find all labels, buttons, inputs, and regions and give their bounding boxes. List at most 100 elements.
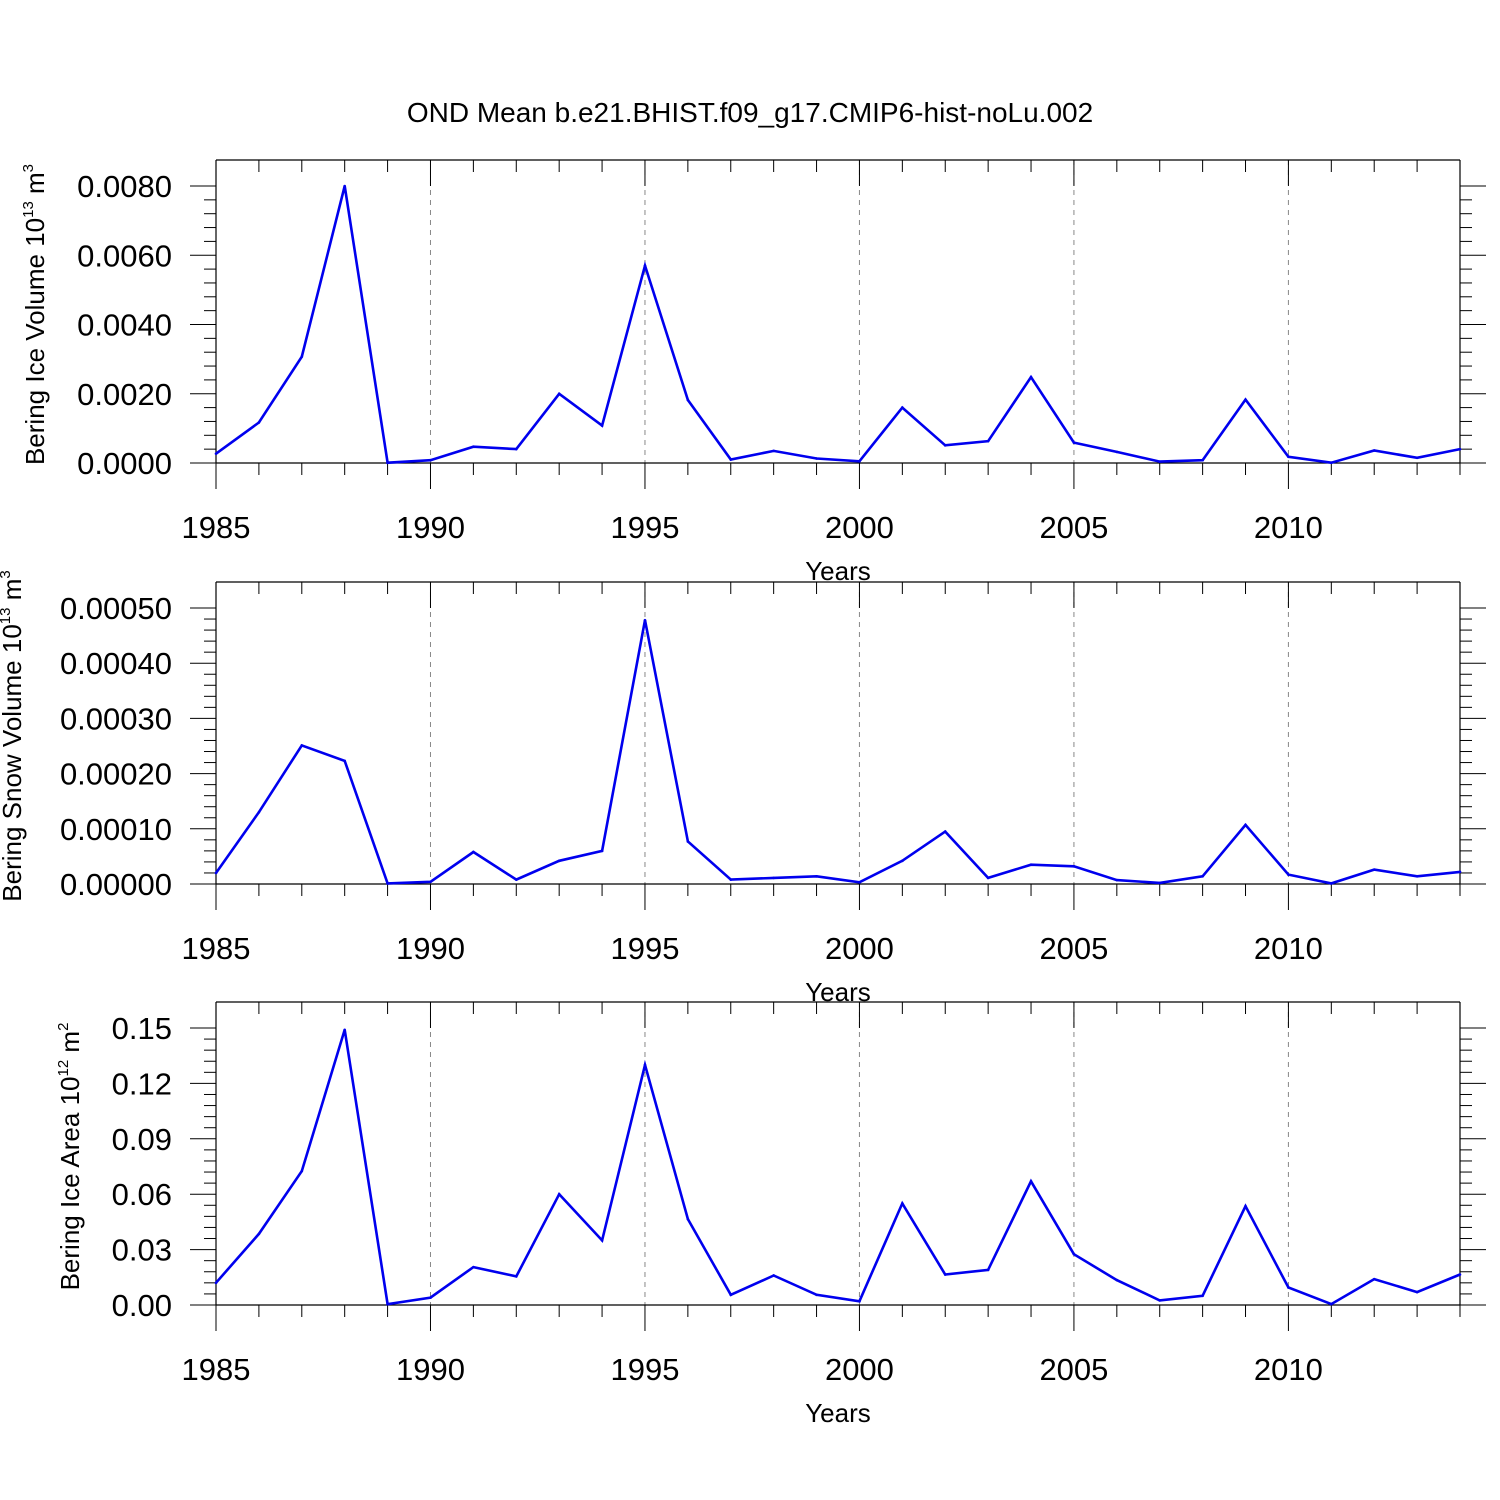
x-axis-label: Years — [805, 556, 871, 586]
y-tick-label: 0.0040 — [77, 308, 172, 343]
data-point — [1415, 1290, 1419, 1294]
data-point — [1158, 1299, 1162, 1302]
data-point — [1158, 881, 1162, 885]
x-tick-label: 2010 — [1254, 510, 1323, 545]
data-point — [1072, 865, 1076, 868]
y-axis-label: Bering Snow Volume 1013 m3 — [0, 570, 27, 901]
data-point — [986, 1268, 990, 1272]
data-point — [943, 444, 947, 447]
y-tick-label: 0.06 — [112, 1177, 172, 1212]
x-tick-label: 1995 — [610, 510, 679, 545]
data-point — [472, 1265, 475, 1269]
data-point — [429, 1296, 432, 1299]
data-point — [643, 264, 647, 267]
data-point — [686, 1217, 690, 1221]
data-point — [1244, 398, 1247, 401]
data-point — [600, 1239, 604, 1242]
x-tick-label: 1990 — [396, 931, 465, 966]
data-point — [1072, 1252, 1076, 1256]
x-tick-label: 2000 — [825, 931, 894, 966]
chart-panel-3: 1985 1990 1995 2000 2005 2010 0.00 0.03 0.06 0.09… — [55, 1001, 1486, 1428]
data-point — [858, 459, 861, 463]
x-tick-label: 1990 — [396, 1352, 465, 1387]
y-tick-label: 0.03 — [112, 1233, 172, 1268]
data-point — [1287, 455, 1290, 459]
data-point — [386, 1302, 389, 1306]
y-tick-label: 0.00020 — [60, 757, 172, 792]
y-tick-label: 0.00050 — [60, 591, 172, 626]
data-point — [429, 880, 432, 884]
data-point — [343, 1028, 346, 1032]
data-point — [1072, 441, 1076, 444]
data-point — [214, 1281, 218, 1285]
data-point — [557, 1192, 561, 1196]
data-point — [643, 1063, 647, 1067]
data-point — [1029, 375, 1033, 379]
y-tick-label: 0.15 — [112, 1011, 172, 1046]
data-point — [386, 461, 389, 464]
data-point — [300, 1169, 304, 1173]
data-point — [943, 1273, 947, 1276]
data-point — [600, 424, 604, 427]
data-point — [1029, 1179, 1033, 1183]
data-point — [600, 849, 604, 853]
data-point — [300, 355, 304, 359]
data-point — [557, 392, 561, 396]
data-point — [1372, 449, 1376, 452]
data-point — [1415, 456, 1419, 460]
x-tick-label: 2005 — [1039, 510, 1108, 545]
data-point — [986, 876, 990, 880]
data-point — [686, 398, 690, 402]
data-point — [772, 449, 775, 453]
data-point — [729, 1293, 733, 1297]
data-point — [1372, 1277, 1376, 1281]
data-point — [686, 840, 690, 843]
data-point — [1415, 874, 1419, 878]
data-point — [643, 618, 647, 622]
data-point — [772, 876, 775, 880]
data-point — [1158, 460, 1162, 463]
data-point — [1287, 1286, 1290, 1289]
data-point — [386, 882, 389, 885]
data-point — [815, 874, 818, 878]
data-point — [1244, 1204, 1247, 1208]
data-point — [1458, 870, 1462, 874]
data-point — [1458, 1273, 1462, 1276]
x-tick-label: 1985 — [182, 510, 251, 545]
data-point — [858, 881, 861, 884]
data-point — [300, 744, 304, 747]
data-point — [429, 458, 432, 462]
x-tick-label: 1985 — [182, 1352, 251, 1387]
data-point — [343, 759, 346, 763]
data-point — [1330, 461, 1333, 464]
data-point — [1330, 882, 1333, 885]
x-tick-label: 2000 — [825, 1352, 894, 1387]
data-point — [772, 1274, 775, 1277]
x-tick-label: 2005 — [1039, 931, 1108, 966]
data-point — [1287, 873, 1290, 876]
x-tick-label: 2010 — [1254, 931, 1323, 966]
series-line — [215, 185, 1461, 465]
data-point — [514, 878, 518, 881]
data-point — [1201, 458, 1204, 462]
y-tick-label: 0.12 — [112, 1066, 172, 1101]
y-tick-label: 0.0080 — [77, 169, 172, 204]
x-tick-label: 2000 — [825, 510, 894, 545]
chart-panel-1: 1985 1990 1995 2000 2005 2010 0.0000 0.0020 0.00… — [20, 159, 1486, 586]
y-tick-label: 0.00030 — [60, 701, 172, 736]
data-point — [815, 1293, 818, 1297]
data-point — [1458, 447, 1462, 451]
y-tick-label: 0.00010 — [60, 812, 172, 847]
x-tick-label: 1990 — [396, 510, 465, 545]
chart-panel-2: 1985 1990 1995 2000 2005 2010 0.00000 0.00010 0.… — [0, 570, 1486, 1007]
y-tick-label: 0.00 — [112, 1288, 172, 1323]
series-line — [214, 619, 1461, 885]
data-point — [901, 859, 904, 863]
data-point — [815, 457, 818, 460]
data-point — [1115, 1278, 1119, 1282]
data-point — [1201, 1294, 1204, 1298]
data-point — [1201, 874, 1204, 878]
x-axis-label: Years — [805, 1398, 871, 1428]
data-point — [729, 458, 733, 461]
